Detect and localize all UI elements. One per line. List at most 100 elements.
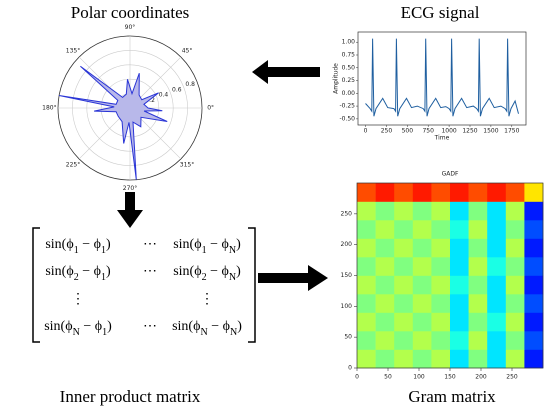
caption: Inner product matrix: [60, 387, 201, 406]
heat-cell: [357, 275, 376, 295]
heat-cell: [505, 201, 525, 221]
heat-cell: [412, 331, 432, 350]
heat-cell: [450, 312, 469, 332]
heat-cell: [524, 220, 544, 239]
matrix-entry: sin(ϕ1 − ϕ1): [45, 237, 111, 256]
heat-cell: [375, 294, 395, 313]
x-tick-label: 50: [384, 374, 392, 381]
y-tick-label: -0.50: [339, 115, 355, 122]
x-tick-label: 1000: [441, 128, 456, 135]
theta-tick-label: 90°: [125, 24, 136, 31]
heat-cell: [412, 201, 432, 221]
heat-cell: [431, 294, 451, 313]
heat-cell: [468, 312, 488, 332]
heat-cell: [468, 238, 488, 258]
heat-cell: [524, 294, 544, 313]
x-tick-label: 250: [506, 374, 518, 381]
heat-cell: [524, 238, 544, 258]
heat-cell: [487, 331, 507, 350]
r-tick-label: 0.8: [185, 81, 195, 88]
y-tick-label: 0: [348, 365, 352, 372]
heat-cell: [412, 349, 432, 369]
x-tick-label: 250: [381, 128, 393, 135]
x-tick-label: 150: [444, 374, 456, 381]
arrow-left: [252, 60, 320, 84]
heat-cell: [450, 349, 469, 369]
heat-cell: [487, 183, 507, 202]
y-tick-label: 100: [341, 303, 353, 310]
theta-tick-label: 45°: [182, 47, 193, 54]
heat-cell: [505, 331, 525, 350]
heat-cell: [431, 238, 451, 258]
heat-cell: [505, 238, 525, 258]
heat-cell: [524, 331, 544, 350]
theta-tick-label: 315°: [180, 162, 194, 169]
heat-cell: [505, 183, 525, 202]
x-tick-label: 1750: [504, 128, 519, 135]
y-tick-label: 200: [341, 241, 353, 248]
heat-cell: [394, 257, 414, 276]
chart-title: ECG signal: [401, 3, 480, 22]
heat-cell: [375, 349, 395, 369]
matrix-entry: sin(ϕ2 − ϕN): [173, 264, 241, 283]
x-tick-label: 750: [422, 128, 434, 135]
heat-cell: [468, 257, 488, 276]
heat-cell: [375, 331, 395, 350]
theta-tick-label: 180°: [42, 105, 56, 112]
y-axis-label: Amplitude: [333, 63, 340, 94]
heat-cell: [375, 238, 395, 258]
heat-cell: [524, 349, 544, 369]
heat-cell: [505, 349, 525, 369]
heat-cell: [505, 294, 525, 313]
theta-tick-label: 225°: [66, 162, 80, 169]
heat-cell: [394, 220, 414, 239]
heat-cell: [468, 275, 488, 295]
heat-cell: [357, 183, 376, 202]
heat-cell: [450, 257, 469, 276]
matrix-entry: ⋯: [143, 237, 157, 252]
heat-cell: [412, 294, 432, 313]
heat-cell: [505, 257, 525, 276]
heat-cell: [412, 220, 432, 239]
heat-cell: [394, 183, 414, 202]
y-tick-label: 1.00: [342, 39, 356, 46]
x-tick-label: 500: [402, 128, 414, 135]
arrow-down: [117, 192, 143, 228]
y-tick-label: 150: [341, 272, 353, 279]
heat-cell: [431, 220, 451, 239]
heat-cell: [357, 294, 376, 313]
heat-cell: [431, 183, 451, 202]
heat-cell: [357, 331, 376, 350]
heat-cell: [431, 257, 451, 276]
heat-cell: [487, 275, 507, 295]
heat-cell: [468, 294, 488, 313]
matrix-entry: ⋮: [200, 292, 214, 307]
heat-cell: [468, 220, 488, 239]
heat-cell: [487, 201, 507, 221]
x-axis-label: Time: [434, 135, 450, 142]
heat-cell: [431, 201, 451, 221]
matrix-entry: sin(ϕ2 − ϕ1): [45, 264, 111, 283]
heat-cell: [450, 183, 469, 202]
theta-tick-label: 270°: [123, 185, 137, 192]
heat-cell: [375, 275, 395, 295]
heat-cell: [412, 257, 432, 276]
heat-cell: [524, 201, 544, 221]
heat-cell: [431, 275, 451, 295]
r-tick-label: 0.2: [145, 97, 155, 104]
heat-cell: [505, 275, 525, 295]
x-tick-label: 100: [413, 374, 425, 381]
heat-cell: [468, 349, 488, 369]
y-tick-label: 250: [341, 210, 353, 217]
heat-cell: [468, 201, 488, 221]
matrix-entry: sin(ϕN − ϕ1): [44, 319, 112, 338]
heat-cell: [468, 331, 488, 350]
heat-cell: [450, 275, 469, 295]
heat-cell: [487, 257, 507, 276]
heat-cell: [394, 275, 414, 295]
heat-cell: [375, 257, 395, 276]
heat-cell: [412, 183, 432, 202]
heat-cell: [431, 331, 451, 350]
heat-cell: [524, 312, 544, 332]
heat-cell: [468, 183, 488, 202]
